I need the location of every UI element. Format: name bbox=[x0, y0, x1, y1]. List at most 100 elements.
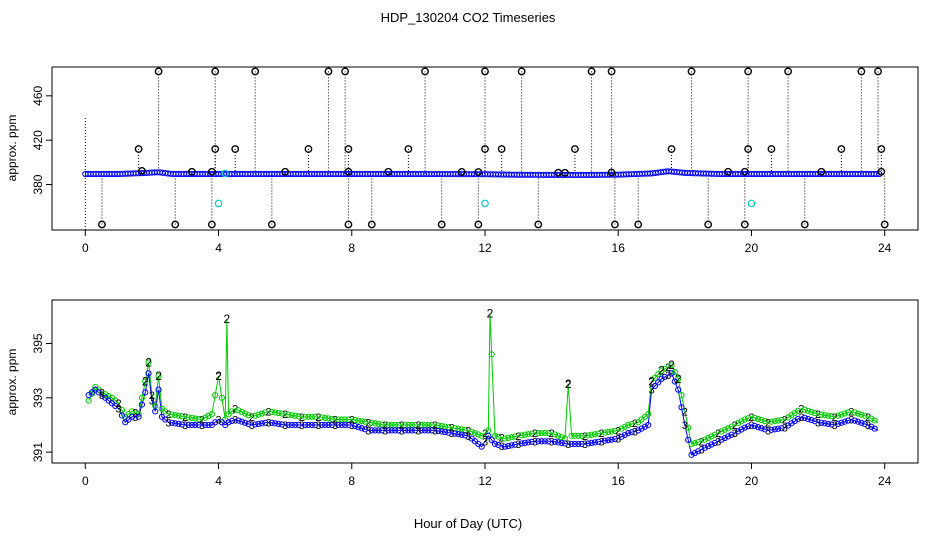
flag-point bbox=[211, 67, 220, 76]
series-3-marker: 3 bbox=[415, 425, 421, 437]
data-point bbox=[255, 420, 262, 427]
data-point bbox=[771, 418, 778, 425]
flag-point bbox=[251, 67, 260, 76]
data-point bbox=[625, 421, 632, 429]
data-point bbox=[212, 419, 219, 426]
data-point bbox=[658, 367, 665, 374]
series-3-marker: 3 bbox=[615, 434, 621, 446]
series-2-marker: 2 bbox=[432, 420, 438, 432]
flag-point bbox=[687, 67, 696, 76]
data-point bbox=[302, 413, 309, 420]
data-point bbox=[721, 434, 728, 442]
data-point bbox=[811, 409, 818, 417]
flag-point bbox=[281, 167, 290, 176]
data-point bbox=[185, 414, 192, 421]
data-point bbox=[824, 420, 832, 427]
data-point bbox=[192, 415, 199, 422]
data-point bbox=[725, 433, 732, 440]
data-point bbox=[671, 368, 678, 376]
data-point bbox=[188, 421, 195, 429]
data-point bbox=[188, 414, 195, 422]
x-tick-label: 20 bbox=[745, 241, 759, 255]
data-point bbox=[262, 419, 269, 426]
flag-point bbox=[744, 67, 753, 76]
data-point bbox=[135, 411, 142, 418]
flag-point bbox=[667, 145, 676, 153]
series-3-marker: 3 bbox=[132, 412, 138, 424]
data-point bbox=[421, 427, 429, 434]
data-point bbox=[355, 424, 362, 431]
series-2-marker: 2 bbox=[199, 415, 205, 427]
data-point bbox=[478, 443, 485, 450]
data-point bbox=[755, 415, 762, 423]
data-point bbox=[828, 421, 835, 428]
series-3-marker: 3 bbox=[282, 420, 288, 432]
data-point bbox=[245, 412, 252, 419]
data-point bbox=[295, 421, 302, 429]
data-point bbox=[728, 423, 735, 430]
series-3-marker: 3 bbox=[382, 425, 388, 437]
data-point bbox=[378, 427, 385, 434]
data-point bbox=[595, 438, 602, 445]
series-2-marker: 2 bbox=[142, 375, 149, 389]
cyan-point bbox=[481, 199, 489, 208]
series-3-marker: 3 bbox=[698, 444, 704, 456]
data-point bbox=[228, 417, 235, 424]
data-point bbox=[312, 413, 319, 420]
data-point bbox=[658, 375, 665, 382]
flag-point bbox=[837, 145, 846, 153]
data-point bbox=[202, 421, 209, 429]
data-point bbox=[818, 411, 825, 418]
data-point bbox=[285, 411, 292, 418]
data-point bbox=[295, 413, 302, 420]
data-point bbox=[841, 418, 848, 425]
flag-point bbox=[344, 220, 353, 229]
data-point bbox=[608, 428, 615, 435]
data-point bbox=[518, 440, 525, 447]
data-point bbox=[721, 426, 728, 433]
flag-point bbox=[571, 145, 579, 153]
data-point bbox=[145, 370, 152, 377]
data-point bbox=[335, 421, 342, 429]
x-tick-label: 24 bbox=[878, 474, 892, 488]
data-point bbox=[205, 412, 212, 420]
data-point bbox=[228, 408, 235, 415]
data-point bbox=[375, 427, 382, 434]
series-2-marker: 2 bbox=[668, 358, 675, 372]
series-2-marker: 2 bbox=[658, 364, 665, 378]
data-point bbox=[751, 422, 758, 430]
data-point bbox=[505, 442, 512, 450]
data-point bbox=[358, 425, 365, 432]
series-3-marker: 3 bbox=[399, 425, 405, 437]
data-point bbox=[691, 449, 698, 457]
data-point bbox=[238, 418, 245, 425]
data-point bbox=[488, 436, 495, 444]
flag-point bbox=[404, 145, 413, 153]
data-point bbox=[508, 442, 515, 449]
data-point bbox=[775, 425, 782, 432]
y-axis-label: approx. ppm bbox=[5, 349, 19, 416]
data-point bbox=[255, 411, 262, 418]
flag-point bbox=[171, 220, 180, 229]
x-axis-label: Hour of Day (UTC) bbox=[414, 516, 522, 531]
data-point bbox=[511, 441, 519, 448]
data-point bbox=[708, 441, 715, 448]
data-point bbox=[621, 423, 628, 430]
data-point bbox=[705, 443, 712, 450]
data-point bbox=[771, 426, 778, 433]
data-point bbox=[775, 417, 782, 424]
series-2-marker: 2 bbox=[145, 355, 152, 369]
data-point bbox=[352, 416, 359, 424]
data-point bbox=[735, 420, 742, 427]
data-point bbox=[145, 359, 152, 366]
data-point bbox=[761, 426, 768, 433]
data-point bbox=[278, 410, 285, 417]
data-point bbox=[535, 430, 542, 437]
flag-point bbox=[341, 67, 350, 76]
data-point bbox=[688, 440, 695, 448]
series-2-marker: 2 bbox=[848, 406, 854, 418]
y-tick-label: 391 bbox=[31, 442, 45, 462]
series-3-marker: 3 bbox=[549, 436, 555, 448]
data-point bbox=[758, 425, 765, 432]
data-point bbox=[685, 436, 692, 444]
